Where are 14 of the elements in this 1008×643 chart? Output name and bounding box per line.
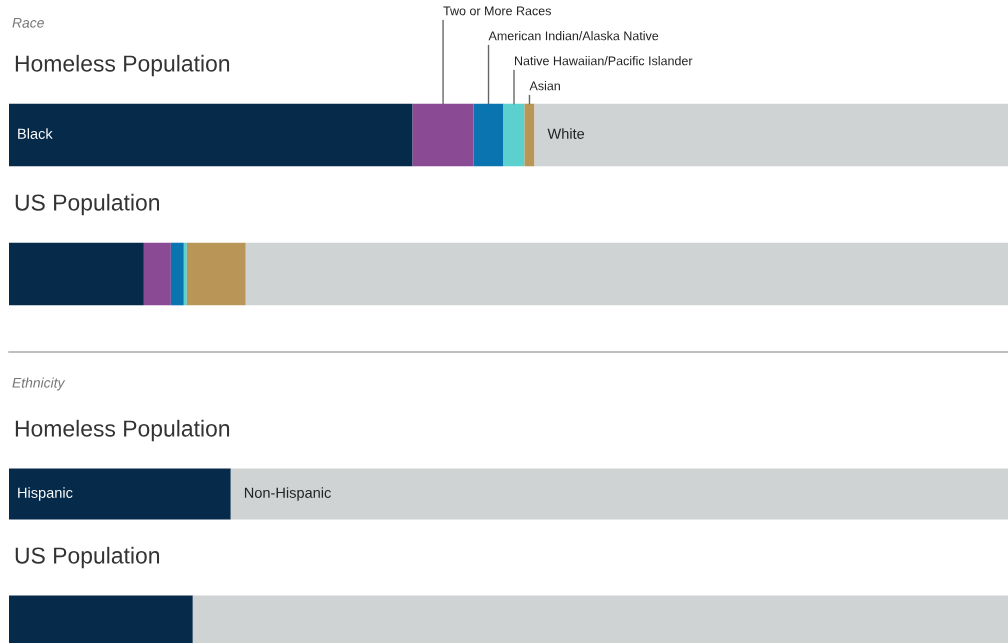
- text: Ethnicity: [12, 377, 66, 391]
- text: Native Hawaiian/Pacific Islander: [515, 56, 693, 66]
- y-tick-label: Homeless Population: [15, 419, 230, 442]
- series-label: Non-Hispanic: [244, 487, 331, 501]
- chart-title: Race: [12, 18, 44, 28]
- series-label: White: [547, 128, 585, 139]
- series-label: Asian: [529, 81, 560, 91]
- y-tick-label: US Population: [15, 546, 160, 569]
- text: Two or More Races: [443, 6, 551, 16]
- y-tick-label: Homeless Population: [15, 54, 230, 77]
- y-tick-label: US Population: [15, 193, 160, 216]
- series-label: Hispanic: [18, 487, 73, 501]
- text: American Indian/Alaska Native: [488, 31, 659, 41]
- series-label: Black: [18, 128, 53, 139]
